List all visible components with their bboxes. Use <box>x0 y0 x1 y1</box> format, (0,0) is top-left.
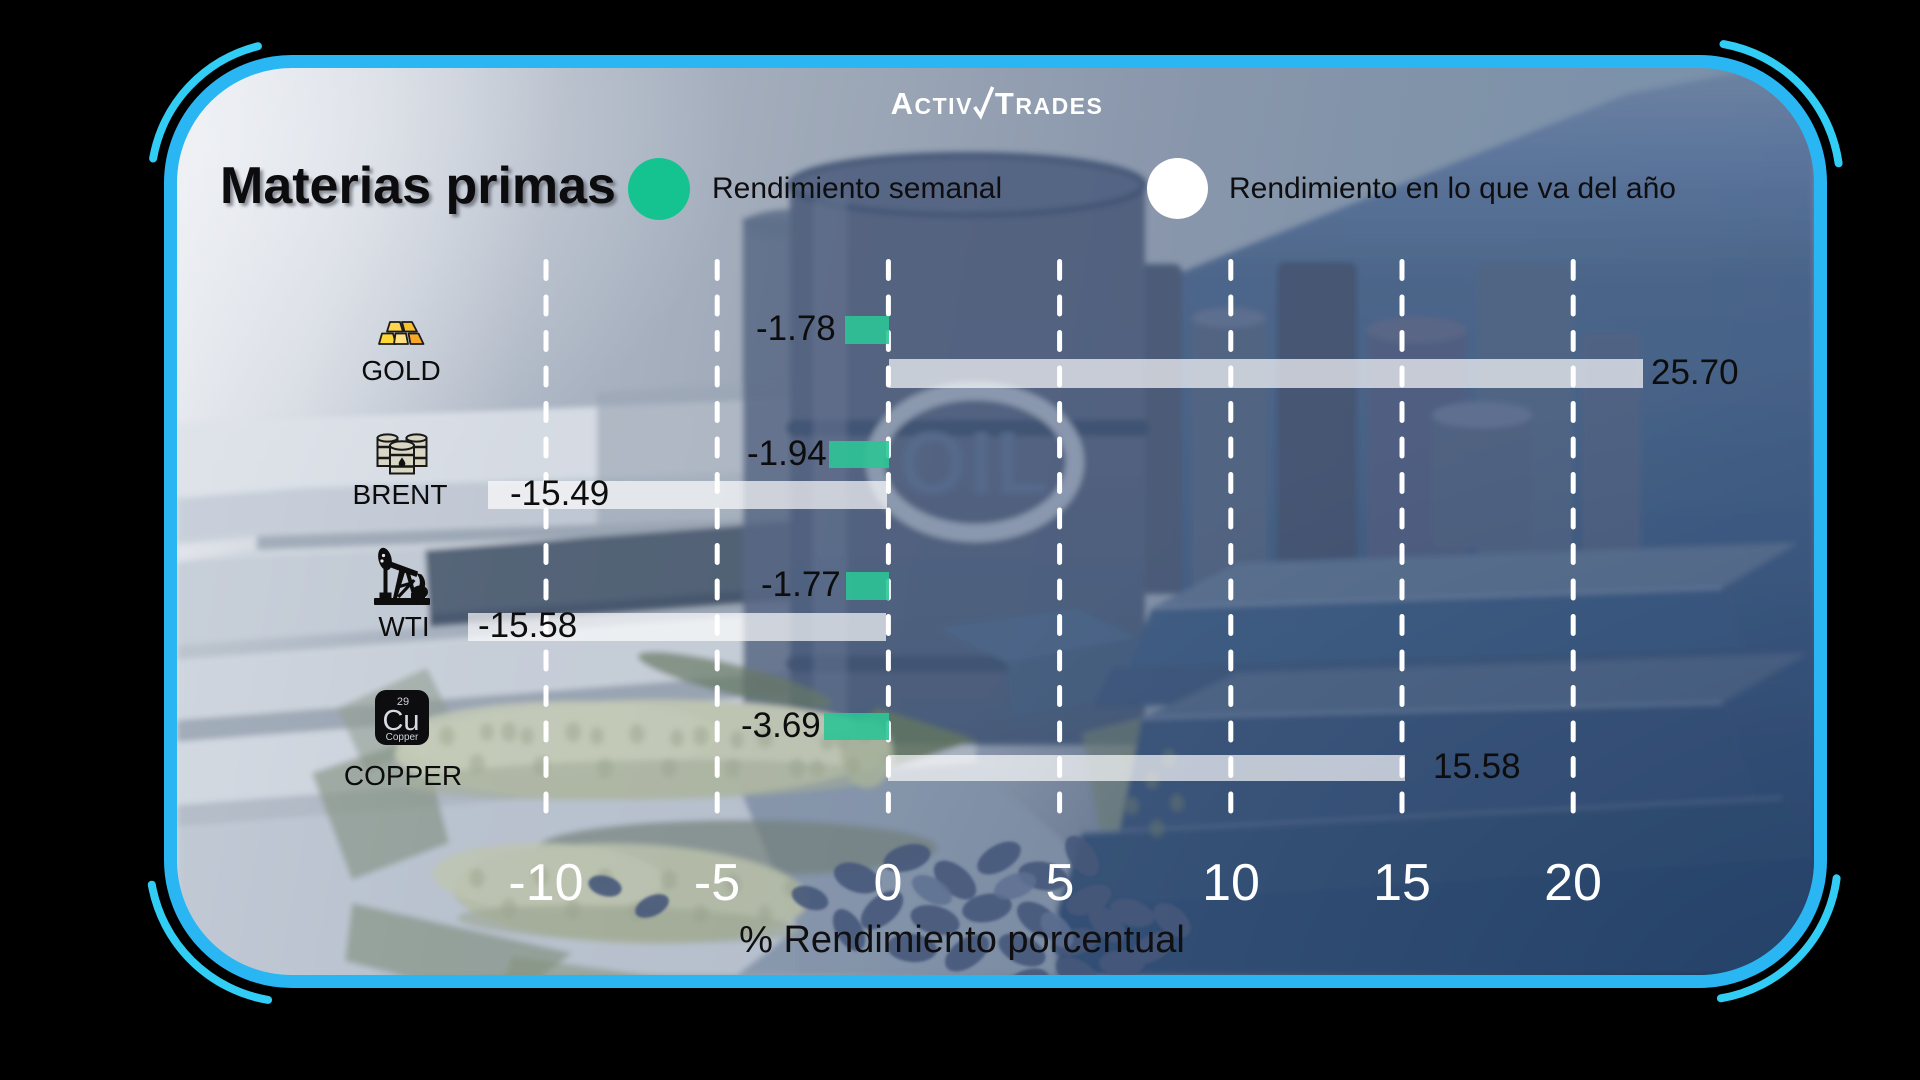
svg-text:Copper: Copper <box>386 732 419 743</box>
svg-text:Cu: Cu <box>382 705 419 737</box>
svg-text:OIL: OIL <box>899 413 1052 512</box>
svg-text:29: 29 <box>397 696 409 708</box>
